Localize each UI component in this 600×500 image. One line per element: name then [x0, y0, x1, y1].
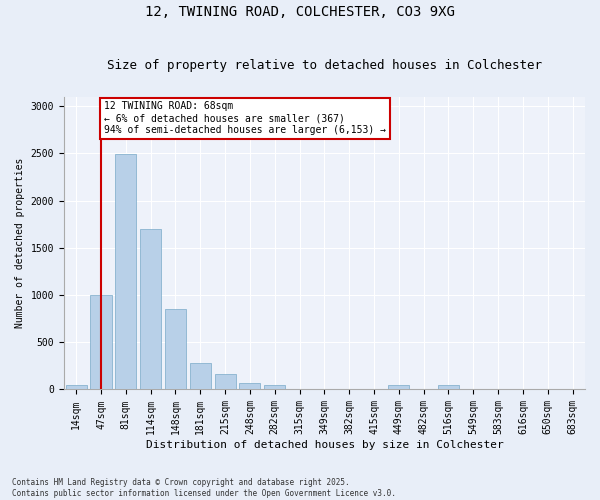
Bar [215, 374, 236, 390]
Bar [140, 229, 161, 390]
Bar [190, 363, 211, 390]
Bar [438, 385, 459, 390]
Text: 12 TWINING ROAD: 68sqm
← 6% of detached houses are smaller (367)
94% of semi-det: 12 TWINING ROAD: 68sqm ← 6% of detached … [104, 102, 386, 134]
X-axis label: Distribution of detached houses by size in Colchester: Distribution of detached houses by size … [146, 440, 503, 450]
Bar [239, 384, 260, 390]
Text: Contains HM Land Registry data © Crown copyright and database right 2025.
Contai: Contains HM Land Registry data © Crown c… [12, 478, 396, 498]
Title: Size of property relative to detached houses in Colchester: Size of property relative to detached ho… [107, 59, 542, 72]
Bar [91, 295, 112, 390]
Bar [115, 154, 136, 390]
Bar [65, 385, 87, 390]
Text: 12, TWINING ROAD, COLCHESTER, CO3 9XG: 12, TWINING ROAD, COLCHESTER, CO3 9XG [145, 5, 455, 19]
Y-axis label: Number of detached properties: Number of detached properties [15, 158, 25, 328]
Bar [388, 385, 409, 390]
Bar [264, 385, 285, 390]
Bar [165, 309, 186, 390]
